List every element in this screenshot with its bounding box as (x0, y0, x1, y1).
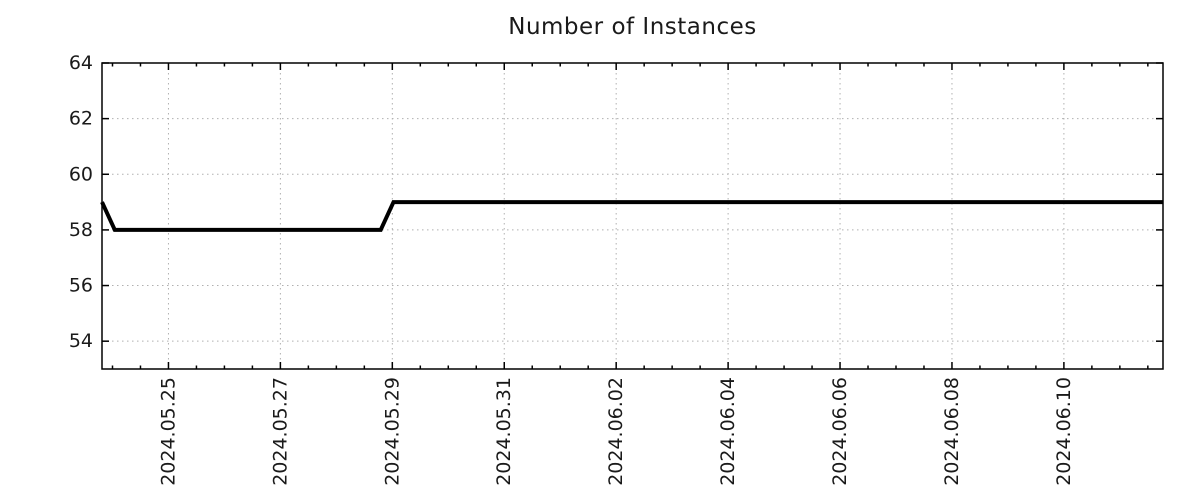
y-tick-label: 58 (69, 219, 93, 241)
chart-title: Number of Instances (508, 14, 757, 40)
x-tick-label: 2024.06.06 (829, 377, 851, 486)
y-tick-label: 56 (69, 275, 93, 297)
x-tick-label: 2024.06.02 (605, 377, 627, 486)
data-line-instances (100, 200, 1163, 232)
y-tick-label: 64 (69, 52, 93, 74)
x-tick-label: 2024.06.08 (941, 377, 963, 486)
y-tick-label: 62 (69, 108, 93, 130)
x-tick-label: 2024.06.04 (717, 377, 739, 486)
x-tick-label: 2024.05.29 (381, 377, 403, 486)
x-tick-label: 2024.05.31 (493, 377, 515, 486)
y-tick-label: 60 (69, 163, 93, 185)
plot-border (101, 62, 1164, 370)
x-tick-label: 2024.05.25 (157, 377, 179, 486)
x-tick-label: 2024.06.10 (1053, 377, 1075, 486)
x-tick-label: 2024.05.27 (269, 377, 291, 486)
y-tick-label: 54 (69, 330, 93, 352)
